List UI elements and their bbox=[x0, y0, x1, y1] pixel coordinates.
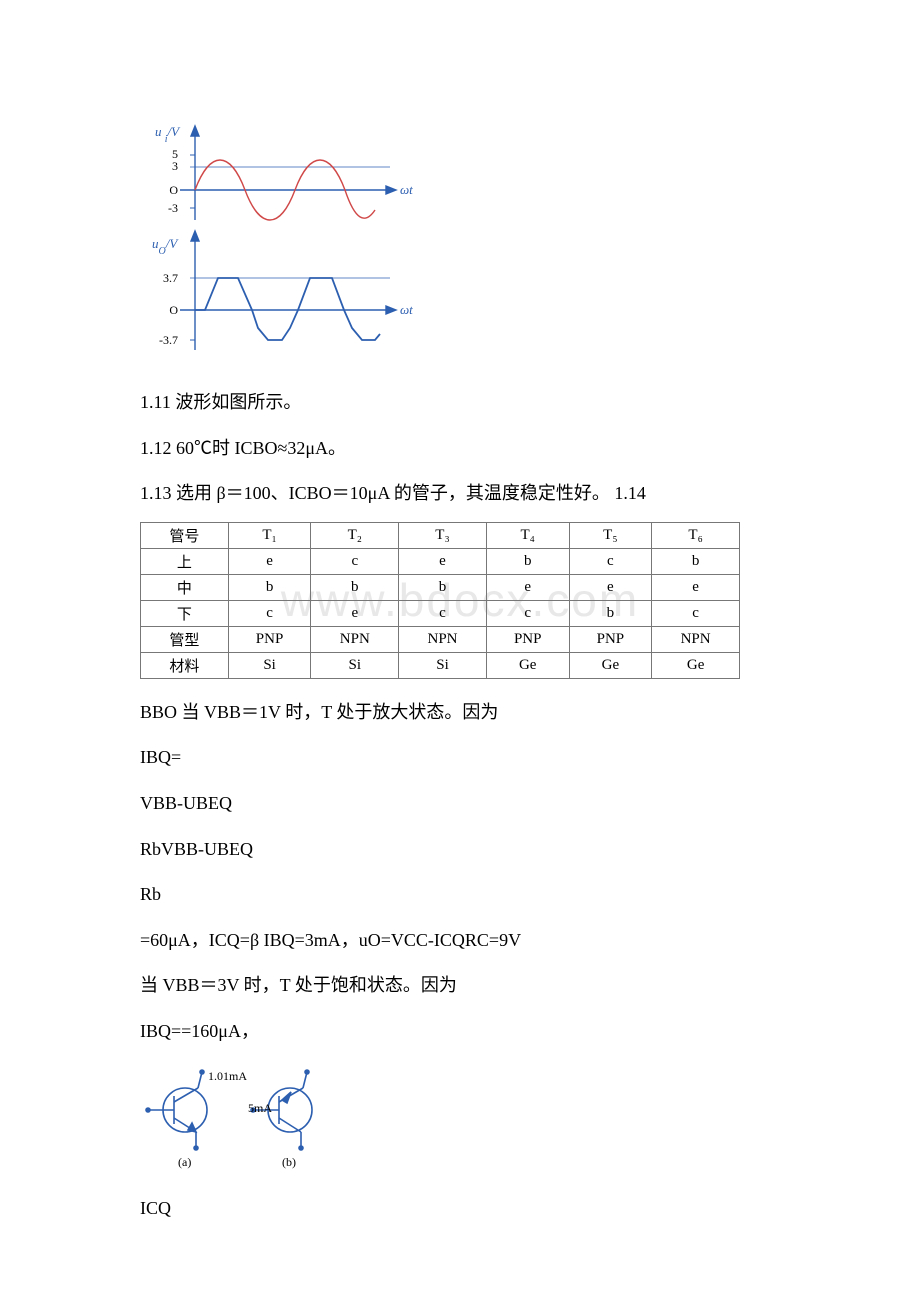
cell: Si bbox=[399, 652, 487, 678]
cell: e bbox=[486, 574, 569, 600]
table-row: 管型 PNP NPN NPN PNP PNP NPN bbox=[141, 626, 740, 652]
pin-table: 管号 T₁ T₂ T₃ T₄ T₅ T₆ 上 e c e b c b bbox=[140, 522, 740, 679]
text-rbvbb: RbVBB-UBEQ bbox=[140, 830, 780, 870]
transistor-svg: 1.01mA 5mA (a) (b) bbox=[140, 1062, 370, 1172]
row-label: 下 bbox=[141, 600, 229, 626]
table-header-row: 管号 T₁ T₂ T₃ T₄ T₅ T₆ bbox=[141, 522, 740, 548]
svg-text:uO/V: uO/V bbox=[152, 236, 179, 257]
text-bbo: BBO 当 VBB＝1V 时，T 处于放大状态。因为 bbox=[140, 693, 780, 733]
transistor-b-annotation: 5mA bbox=[248, 1101, 272, 1115]
svg-text:O: O bbox=[169, 183, 178, 197]
transistor-a-annotation: 1.01mA bbox=[208, 1069, 247, 1083]
row-label: 管型 bbox=[141, 626, 229, 652]
text-1-11: 1.11 波形如图所示。 bbox=[140, 383, 780, 423]
cell: Ge bbox=[569, 652, 652, 678]
cell: e bbox=[228, 548, 311, 574]
cell: b bbox=[486, 548, 569, 574]
cell: c bbox=[399, 600, 487, 626]
cell: b bbox=[569, 600, 652, 626]
cell: c bbox=[652, 600, 740, 626]
col-header: T₅ bbox=[569, 522, 652, 548]
cell: b bbox=[399, 574, 487, 600]
cell: e bbox=[569, 574, 652, 600]
svg-text:ωt: ωt bbox=[400, 302, 413, 317]
page-content: u i/V ωt 5 3 O -3 uO/V bbox=[0, 0, 920, 1294]
cell: NPN bbox=[652, 626, 740, 652]
text-icq: ICQ bbox=[140, 1189, 780, 1229]
cell: c bbox=[569, 548, 652, 574]
svg-text:-3.7: -3.7 bbox=[159, 333, 178, 347]
table-row: 中 b b b e e e bbox=[141, 574, 740, 600]
col-header: T₃ bbox=[399, 522, 487, 548]
svg-text:3: 3 bbox=[172, 159, 178, 173]
text-60ua: =60μA，ICQ=β IBQ=3mA，uO=VCC-ICQRC=9V bbox=[140, 921, 780, 961]
cell: Si bbox=[311, 652, 399, 678]
row-label: 中 bbox=[141, 574, 229, 600]
cell: Ge bbox=[486, 652, 569, 678]
cell: Ge bbox=[652, 652, 740, 678]
transistor-b-label: (b) bbox=[282, 1155, 296, 1169]
cell: PNP bbox=[486, 626, 569, 652]
col-header-label: 管号 bbox=[141, 522, 229, 548]
svg-text:3.7: 3.7 bbox=[163, 271, 178, 285]
transistor-figure: 1.01mA 5mA (a) (b) bbox=[140, 1062, 780, 1177]
cell: c bbox=[228, 600, 311, 626]
row-label: 材料 bbox=[141, 652, 229, 678]
svg-text:ωt: ωt bbox=[400, 182, 413, 197]
cell: e bbox=[311, 600, 399, 626]
table-row: 上 e c e b c b bbox=[141, 548, 740, 574]
transistor-a-label: (a) bbox=[178, 1155, 191, 1169]
text-1-12: 1.12 60℃时 ICBO≈32μA。 bbox=[140, 429, 780, 469]
cell: b bbox=[652, 548, 740, 574]
svg-text:u i/V: u i/V bbox=[155, 124, 181, 145]
table-body: 上 e c e b c b 中 b b b e e e bbox=[141, 548, 740, 678]
cell: PNP bbox=[569, 626, 652, 652]
cell: c bbox=[311, 548, 399, 574]
cell: NPN bbox=[311, 626, 399, 652]
row-label: 上 bbox=[141, 548, 229, 574]
cell: NPN bbox=[399, 626, 487, 652]
col-header: T₂ bbox=[311, 522, 399, 548]
col-header: T₁ bbox=[228, 522, 311, 548]
svg-text:-3: -3 bbox=[168, 201, 178, 215]
waveform-figure: u i/V ωt 5 3 O -3 uO/V bbox=[140, 120, 780, 365]
cell: b bbox=[228, 574, 311, 600]
cell: e bbox=[399, 548, 487, 574]
table-row: 材料 Si Si Si Ge Ge Ge bbox=[141, 652, 740, 678]
cell: e bbox=[652, 574, 740, 600]
waveform-svg: u i/V ωt 5 3 O -3 uO/V bbox=[140, 120, 420, 360]
cell: b bbox=[311, 574, 399, 600]
text-1-13: 1.13 选用 β＝100、ICBO＝10μA 的管子，其温度稳定性好。 1.1… bbox=[140, 474, 780, 514]
svg-text:O: O bbox=[169, 303, 178, 317]
text-rb: Rb bbox=[140, 875, 780, 915]
col-header: T₄ bbox=[486, 522, 569, 548]
text-ibq: IBQ= bbox=[140, 738, 780, 778]
cell: PNP bbox=[228, 626, 311, 652]
text-vbb3: 当 VBB＝3V 时，T 处于饱和状态。因为 bbox=[140, 966, 780, 1006]
text-vbb-ubeq: VBB-UBEQ bbox=[140, 784, 780, 824]
col-header: T₆ bbox=[652, 522, 740, 548]
text-ibq160: IBQ==160μA， bbox=[140, 1012, 780, 1052]
table-row: 下 c e c c b c bbox=[141, 600, 740, 626]
table-with-watermark: www.bdocx.com 管号 T₁ T₂ T₃ T₄ T₅ T₆ 上 e c bbox=[140, 522, 780, 679]
cell: Si bbox=[228, 652, 311, 678]
cell: c bbox=[486, 600, 569, 626]
